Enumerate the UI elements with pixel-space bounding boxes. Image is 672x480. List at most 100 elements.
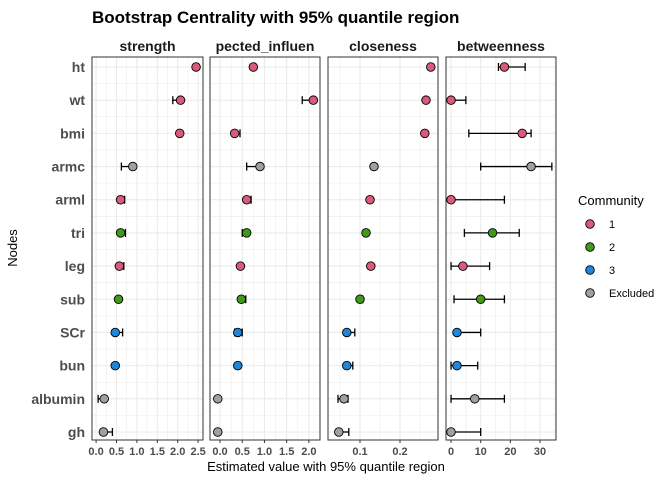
point-SCr [452,327,462,338]
point-albumin [339,394,349,404]
x-tick-label: 0.2 [392,446,407,458]
point-albumin [470,394,480,404]
x-tick-label: 1.5 [279,446,294,458]
x-tick-label: 0 [448,446,454,458]
x-tick-label: 2.5 [190,446,205,458]
point-ht [248,62,259,72]
x-tick-label: 1.5 [150,446,165,458]
point-SCr [342,327,352,338]
node-label: ht [72,59,86,75]
panel-closeness: closeness 0.1 0.2 [327,38,439,458]
y-axis-label: Nodes [5,229,20,267]
x-tick-label: 0.5 [109,446,124,458]
x-tick-label: 1.0 [257,446,272,458]
point-gh [446,427,456,437]
legend-key [585,265,595,275]
x-tick-label: 1.0 [129,446,144,458]
panel-pected_influen: pected_influen 0.0 0.5 1.0 1.5 2.0 [209,38,321,458]
panel-strength: strength 0.0 0.5 1.0 1.5 2.0 2.5 [88,38,205,458]
point-sub [236,294,247,305]
node-label: armc [52,159,86,175]
point-leg [366,261,376,271]
point-gh [334,427,344,437]
point-SCr [233,327,243,338]
x-tick-label: 2.0 [301,446,316,458]
panel-background [446,57,556,440]
point-sub [355,294,365,305]
chart-title: Bootstrap Centrality with 95% quantile r… [92,8,459,27]
point-tri [241,228,252,238]
point-wt [446,95,456,105]
legend-key [585,288,595,298]
point-ht [191,62,201,72]
panel-background [328,57,438,440]
point-leg [114,261,125,271]
point-ht [499,62,510,72]
point-sub [475,294,486,305]
point-gh [213,427,223,437]
panel-border [209,56,321,441]
point-ht [426,62,436,72]
point-gh [98,427,109,437]
node-label: bun [59,358,85,374]
errorbar-armc [480,162,553,171]
point-tri [361,228,371,238]
x-axis-label: Estimated value with 95% quantile region [207,459,445,474]
point-leg [235,261,246,271]
panel-betweenness: betweenness 0 10 20 30 [445,38,557,458]
point-arml [115,194,126,205]
strip-label: betweenness [457,38,545,54]
panel-border [91,56,204,441]
point-arml [446,194,456,205]
legend: Community 1 2 3 Excluded [578,193,654,300]
node-label: albumin [31,391,85,407]
legend-label: 2 [609,242,615,254]
node-label: bmi [60,125,85,141]
point-bun [452,360,462,371]
x-tick-label: 0.5 [235,446,250,458]
node-label: SCr [60,324,85,340]
point-armc [526,161,536,172]
node-label: arml [55,192,85,208]
panel-border [327,56,439,441]
point-bmi [517,128,527,139]
x-tick-label: 0.0 [212,446,227,458]
strip-label: strength [120,38,176,54]
point-bun [342,360,352,371]
node-label: sub [60,291,85,307]
point-arml [241,194,252,205]
legend-key [585,242,595,252]
point-bmi [174,128,185,139]
point-bmi [420,128,430,139]
legend-label: 1 [609,219,615,231]
point-albumin [99,394,109,404]
x-tick-label: 0.1 [352,446,367,458]
point-armc [255,161,265,172]
panel-border [445,56,557,441]
panel-background [92,57,203,440]
node-label: wt [68,92,85,108]
point-bun [110,360,121,371]
strip-label: pected_influen [216,38,315,54]
point-albumin [213,394,223,404]
x-tick-label: 30 [534,446,546,458]
strip-label: closeness [349,38,417,54]
node-label: leg [65,258,85,274]
point-arml [365,194,375,205]
legend-title: Community [578,193,644,208]
x-tick-label: 10 [475,446,487,458]
panel-background [210,57,320,440]
legend-label: Excluded [609,288,654,300]
point-armc [128,161,138,172]
point-armc [369,161,379,172]
point-wt [421,95,431,105]
point-sub [113,294,124,305]
point-wt [175,95,186,105]
point-SCr [110,327,121,338]
legend-label: 3 [609,265,615,277]
x-tick-label: 2.0 [170,446,185,458]
point-tri [487,228,498,238]
point-bmi [229,128,240,139]
x-tick-label: 0.0 [88,446,103,458]
errorbar-leg [450,262,491,271]
